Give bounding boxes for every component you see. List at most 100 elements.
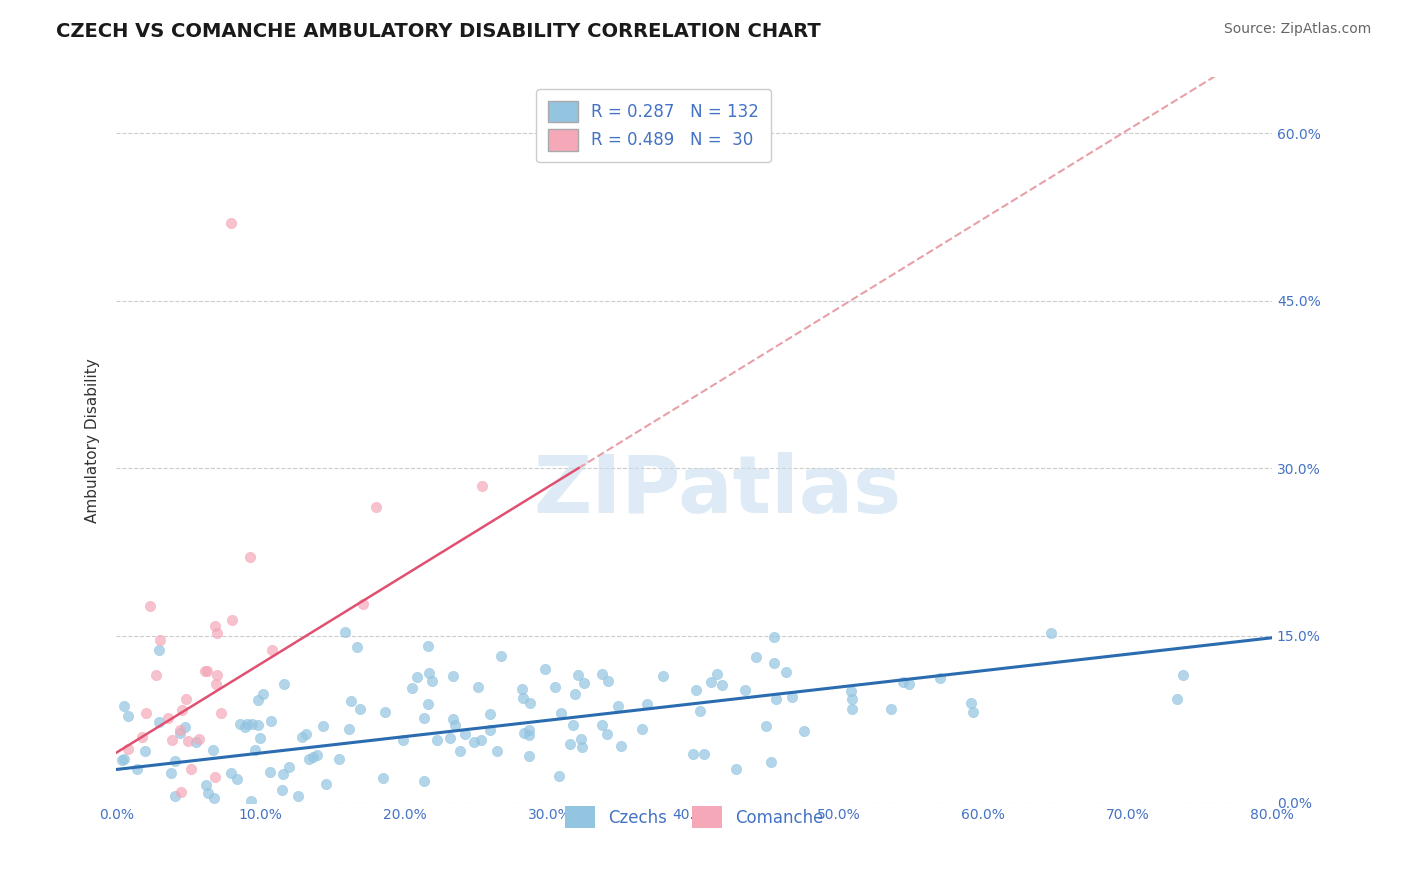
Point: [305, 747, 328, 762]
Point: [165, 789, 187, 804]
Point: [145, 667, 167, 681]
Point: [485, 744, 508, 758]
Point: [205, 677, 228, 691]
Point: [170, 785, 193, 799]
Point: [880, 702, 903, 716]
Point: [131, 730, 153, 744]
Point: [591, 667, 613, 681]
Point: [517, 748, 540, 763]
Point: [413, 711, 436, 725]
Point: [195, 665, 218, 679]
Point: [287, 789, 309, 804]
Point: [114, 752, 136, 766]
Point: [443, 712, 465, 726]
Point: [550, 706, 572, 720]
Point: [454, 727, 477, 741]
Point: [780, 690, 803, 705]
Point: [247, 693, 270, 707]
Text: CZECH VS COMANCHE AMBULATORY DISABILITY CORRELATION CHART: CZECH VS COMANCHE AMBULATORY DISABILITY …: [56, 22, 821, 41]
Point: [517, 723, 540, 737]
Point: [205, 626, 228, 640]
Point: [186, 735, 208, 749]
Point: [139, 599, 162, 613]
Point: [352, 598, 374, 612]
Point: [211, 706, 233, 721]
Point: [891, 675, 914, 690]
Point: [278, 760, 301, 774]
Point: [792, 724, 814, 739]
Point: [765, 691, 787, 706]
Point: [685, 683, 707, 698]
Point: [689, 704, 711, 718]
Point: [374, 705, 396, 719]
Point: [1166, 692, 1188, 706]
Point: [112, 699, 135, 714]
Point: [259, 765, 281, 780]
Point: [700, 674, 723, 689]
Point: [762, 656, 785, 670]
Point: [418, 666, 440, 681]
Point: [221, 614, 243, 628]
Point: [391, 732, 413, 747]
Point: [159, 766, 181, 780]
Point: [235, 720, 257, 734]
Point: [479, 723, 502, 737]
Point: [517, 728, 540, 742]
Point: [197, 787, 219, 801]
Point: [443, 717, 465, 731]
Point: [221, 215, 243, 229]
Point: [243, 743, 266, 757]
Point: [337, 722, 360, 736]
Point: [693, 747, 716, 761]
Text: Source: ZipAtlas.com: Source: ZipAtlas.com: [1223, 22, 1371, 37]
Point: [246, 717, 269, 731]
Point: [188, 732, 211, 747]
Point: [117, 708, 139, 723]
Point: [761, 756, 783, 770]
Point: [240, 794, 263, 808]
Point: [607, 699, 630, 714]
Point: [271, 783, 294, 797]
Point: [564, 687, 586, 701]
Legend: Czechs, Comanche: Czechs, Comanche: [558, 800, 831, 835]
Point: [204, 770, 226, 784]
Point: [682, 747, 704, 761]
Point: [202, 791, 225, 805]
Point: [571, 740, 593, 755]
Point: [755, 719, 778, 733]
Point: [194, 664, 217, 678]
Point: [533, 662, 555, 676]
Point: [172, 703, 194, 717]
Point: [371, 771, 394, 785]
Point: [339, 694, 361, 708]
Point: [240, 716, 263, 731]
Point: [734, 682, 756, 697]
Point: [160, 733, 183, 747]
Point: [510, 682, 533, 697]
Point: [491, 648, 513, 663]
Point: [219, 765, 242, 780]
Point: [841, 702, 863, 716]
Point: [298, 752, 321, 766]
Point: [249, 731, 271, 746]
Point: [207, 668, 229, 682]
Point: [226, 772, 249, 786]
Point: [157, 711, 180, 725]
Point: [194, 778, 217, 792]
Point: [110, 753, 132, 767]
Point: [174, 691, 197, 706]
Point: [544, 681, 567, 695]
Point: [425, 733, 447, 747]
Point: [562, 718, 585, 732]
Point: [519, 696, 541, 710]
Point: [929, 671, 952, 685]
Point: [471, 479, 494, 493]
Point: [401, 681, 423, 695]
Point: [416, 698, 439, 712]
Point: [239, 549, 262, 564]
Point: [548, 769, 571, 783]
Point: [706, 666, 728, 681]
Point: [439, 731, 461, 745]
Point: [148, 642, 170, 657]
Point: [571, 731, 593, 746]
